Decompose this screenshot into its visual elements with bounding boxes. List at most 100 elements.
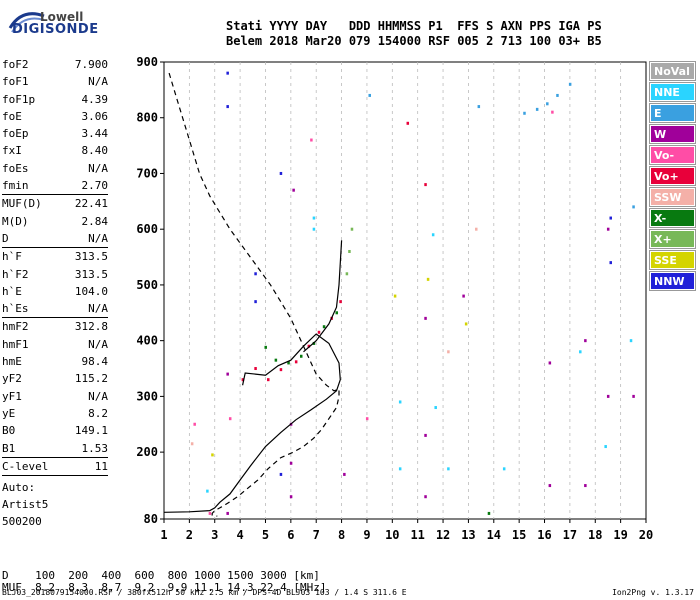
param-value: N/A	[88, 337, 108, 351]
param-value: N/A	[88, 302, 108, 316]
y-tick-label: 80	[144, 512, 158, 526]
data-point-x-	[287, 361, 290, 365]
param-value: N/A	[88, 389, 108, 403]
param-row: yE 8.2	[2, 405, 108, 422]
param-row: hmE 98.4	[2, 353, 108, 370]
param-name: yE	[2, 406, 16, 420]
param-value: 312.8	[74, 320, 108, 334]
x-tick-label: 13	[461, 528, 475, 542]
data-point-e	[535, 107, 539, 111]
data-point-vo-	[307, 344, 311, 348]
logo-digisonde: DIGISONDE	[12, 22, 99, 37]
param-row: h`E 104.0	[2, 283, 108, 300]
param-value: 8.2	[88, 406, 108, 420]
data-point-nne	[629, 339, 633, 343]
param-row: h`F2 313.5	[2, 266, 108, 283]
data-point-w	[289, 461, 293, 465]
data-point-w	[584, 484, 587, 488]
data-point-nne	[312, 216, 316, 220]
data-point-sse	[426, 277, 430, 281]
data-point-nnw	[609, 216, 612, 220]
data-point-x-	[487, 511, 491, 515]
y-tick-label: 400	[136, 334, 158, 348]
x-tick-label: 2	[186, 528, 193, 542]
param-row: foF1 N/A	[2, 73, 108, 90]
param-row: foEp 3.44	[2, 125, 108, 142]
data-point-w	[548, 361, 552, 365]
x-tick-label: 9	[363, 528, 370, 542]
plot-frame	[163, 61, 647, 520]
y-tick-label: 900	[136, 55, 158, 69]
param-row: yF2 115.2	[2, 370, 108, 387]
version-label: Ion2Png v. 1.3.17	[612, 588, 694, 597]
data-point-vo-	[424, 183, 427, 187]
trace-curve-2	[303, 240, 343, 353]
x-tick-label: 18	[588, 528, 602, 542]
param-value: 11	[94, 459, 108, 473]
data-point-w	[289, 495, 293, 499]
data-point-x-	[299, 354, 303, 358]
param-name: foE	[2, 109, 22, 123]
param-row: B1 1.53	[2, 440, 108, 457]
data-point-nnw	[279, 472, 283, 476]
param-name: yF1	[2, 389, 22, 403]
muf-distance-row: D 100 200 400 600 800 1000 1500 3000 [km…	[2, 569, 320, 582]
data-point-vo-	[294, 360, 298, 364]
param-row: foF2 7.900	[2, 56, 108, 73]
data-point-ssw	[475, 227, 478, 231]
data-point-nnw	[254, 300, 257, 304]
param-name: fmin	[2, 179, 29, 193]
auto-label: Auto:	[2, 481, 36, 494]
scaled-parameters-panel: foF2 7.900 foF1 N/A foF1p 4.39 foE 3.06 foEp 3.44…	[2, 56, 109, 477]
data-point-vo-	[339, 300, 342, 304]
param-name: hmE	[2, 355, 22, 369]
param-value: 313.5	[74, 267, 108, 281]
param-name: B1	[2, 441, 16, 455]
data-point-sse	[211, 453, 214, 457]
data-point-vo-	[193, 422, 196, 426]
logo-swoosh-icon	[8, 12, 45, 33]
data-point-nne	[398, 400, 402, 404]
param-value: 8.40	[81, 144, 109, 158]
param-row: B0 149.1	[2, 422, 108, 439]
legend-item-sse: SSE	[649, 250, 696, 270]
data-point-w	[584, 339, 587, 343]
data-point-x-	[345, 272, 349, 276]
param-value: 3.06	[81, 109, 109, 123]
data-point-vo-	[406, 121, 410, 125]
param-row: C-level 11	[2, 456, 108, 475]
x-tick-label: 19	[613, 528, 627, 542]
y-tick-label: 200	[136, 445, 158, 459]
data-point-nne	[502, 467, 506, 471]
data-point-ssw	[190, 442, 194, 446]
data-point-sse	[464, 322, 468, 326]
trace-curve-0	[168, 72, 340, 517]
x-tick-label: 6	[287, 528, 294, 542]
y-tick-label: 300	[136, 389, 158, 403]
file-info-footer: BLJ03_2018079154000.RSF / 380fx512h 50 k…	[2, 588, 407, 597]
x-tick-label: 7	[313, 528, 320, 542]
data-point-e	[546, 102, 549, 106]
param-divider	[2, 475, 108, 477]
data-point-nnw	[226, 105, 229, 109]
data-point-w	[292, 188, 295, 192]
header-line-2: Belem 2018 Mar20 079 154000 RSF 005 2 71…	[226, 34, 602, 48]
param-value: 22.41	[74, 197, 108, 211]
x-tick-label: 11	[410, 528, 424, 542]
autoscale-info: Auto: Artist5 500200	[2, 479, 48, 530]
param-row: h`F 313.5	[2, 247, 108, 265]
param-row: h`Es N/A	[2, 300, 108, 317]
data-point-e	[523, 111, 526, 115]
logo-lowell: Lowell	[40, 10, 84, 24]
header-line-1: Stati YYYY DAY DDD HHMMSS P1 FFS S AXN P…	[226, 19, 602, 33]
param-name: yF2	[2, 372, 22, 386]
param-name: B0	[2, 424, 16, 438]
auto-code: 500200	[2, 515, 42, 528]
param-row: fxI 8.40	[2, 142, 108, 159]
data-point-vo-	[267, 378, 270, 382]
legend-item-e: E	[649, 103, 696, 123]
data-point-vo-	[241, 378, 245, 382]
data-point-w	[606, 227, 610, 231]
param-value: 98.4	[81, 355, 109, 369]
data-point-e	[568, 82, 572, 86]
